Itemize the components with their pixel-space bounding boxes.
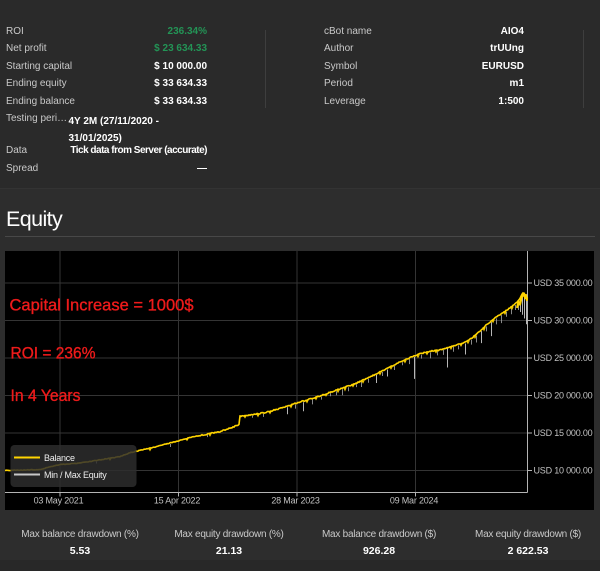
svg-text:ROI = 236%: ROI = 236% (11, 345, 96, 363)
svg-text:USD 10 000.00: USD 10 000.00 (534, 466, 593, 476)
svg-text:28 Mar 2023: 28 Mar 2023 (271, 496, 320, 506)
svg-text:Balance: Balance (44, 453, 75, 463)
svg-text:USD 25 000.00: USD 25 000.00 (534, 353, 593, 363)
svg-text:USD 30 000.00: USD 30 000.00 (534, 316, 593, 326)
svg-text:09 Mar 2024: 09 Mar 2024 (390, 496, 439, 506)
svg-text:USD 35 000.00: USD 35 000.00 (534, 278, 593, 288)
svg-text:Capital Increase = 1000$: Capital Increase = 1000$ (10, 297, 194, 315)
svg-text:03 May 2021: 03 May 2021 (34, 496, 84, 506)
svg-text:Min / Max Equity: Min / Max Equity (44, 470, 107, 480)
svg-text:15 Apr 2022: 15 Apr 2022 (154, 496, 201, 506)
svg-text:USD 20 000.00: USD 20 000.00 (534, 391, 593, 401)
svg-text:In 4 Years: In 4 Years (11, 387, 81, 405)
svg-text:USD 15 000.00: USD 15 000.00 (534, 428, 593, 438)
